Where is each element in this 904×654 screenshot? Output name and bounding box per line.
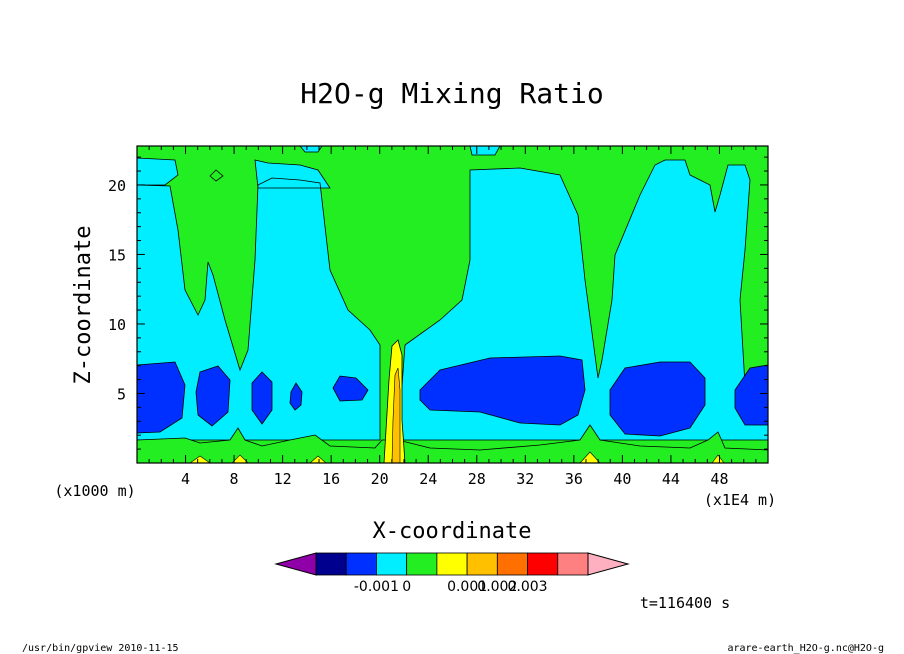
x-tick-label: 44 bbox=[662, 470, 680, 488]
z-tick-label: 10 bbox=[108, 316, 126, 334]
colorbar-swatch bbox=[406, 552, 438, 576]
colorbar-swatch bbox=[376, 552, 408, 576]
colorbar-swatch bbox=[315, 552, 347, 576]
x-tick-label: 28 bbox=[468, 470, 486, 488]
colorbar-min-triangle bbox=[274, 552, 317, 576]
x-tick-label: 16 bbox=[322, 470, 340, 488]
x-tick-label: 12 bbox=[274, 470, 292, 488]
colorbar-swatch bbox=[436, 552, 468, 576]
time-label: t=116400 s bbox=[640, 594, 730, 612]
x-tick-label: 24 bbox=[419, 470, 437, 488]
colorbar-tick-label: 0.003 bbox=[508, 579, 548, 595]
contour-field bbox=[137, 146, 768, 463]
contour-green-blob bbox=[209, 169, 224, 182]
contour-cyan-region bbox=[137, 146, 768, 441]
x-tick-label: 40 bbox=[613, 470, 631, 488]
colorbar-tick-label: 0.002 bbox=[477, 579, 517, 595]
colorbar-max-triangle bbox=[587, 552, 630, 576]
x-unit-note: (x1E4 m) bbox=[704, 491, 776, 509]
z-unit-note: (x1000 m) bbox=[54, 482, 135, 500]
footer-right: arare-earth_H2O-g.nc@H2O-g bbox=[727, 643, 884, 654]
x-tick-label: 32 bbox=[516, 470, 534, 488]
z-tick-label: 15 bbox=[108, 246, 126, 264]
x-tick-label: 4 bbox=[181, 470, 190, 488]
z-tick-label: 20 bbox=[108, 177, 126, 195]
colorbar-tick-label: -0.001 bbox=[354, 579, 399, 595]
colorbar-swatch bbox=[557, 552, 589, 576]
contour-yellow-base bbox=[189, 451, 725, 463]
x-tick-label: 8 bbox=[230, 470, 239, 488]
colorbar-tick-label: 0.001 bbox=[447, 579, 487, 595]
x-axis: 4 8 12 16 20 24 28 32 36 40 44 48 bbox=[148, 146, 757, 488]
contour-blue-cells bbox=[137, 355, 768, 437]
colorbar-swatch bbox=[466, 552, 498, 576]
x-tick-label: 48 bbox=[710, 470, 728, 488]
z-axis-label: Z-coordinate bbox=[71, 226, 96, 385]
footer-left: /usr/bin/gpview 2010-11-15 bbox=[22, 643, 179, 654]
contour-green-bottom bbox=[137, 424, 768, 463]
colorbar-swatch bbox=[345, 552, 377, 576]
contour-orange-core bbox=[391, 367, 401, 463]
z-tick-label: 5 bbox=[117, 385, 126, 403]
z-axis: 5 10 15 20 bbox=[108, 156, 768, 450]
x-tick-label: 36 bbox=[565, 470, 583, 488]
colorbar-tick-label: 0 bbox=[402, 579, 411, 595]
colorbar-swatch bbox=[496, 552, 528, 576]
colorbar-swatch bbox=[527, 552, 559, 576]
x-axis-label: X-coordinate bbox=[373, 519, 532, 544]
chart-title: H2O-g Mixing Ratio bbox=[300, 77, 603, 110]
x-tick-label: 20 bbox=[371, 470, 389, 488]
